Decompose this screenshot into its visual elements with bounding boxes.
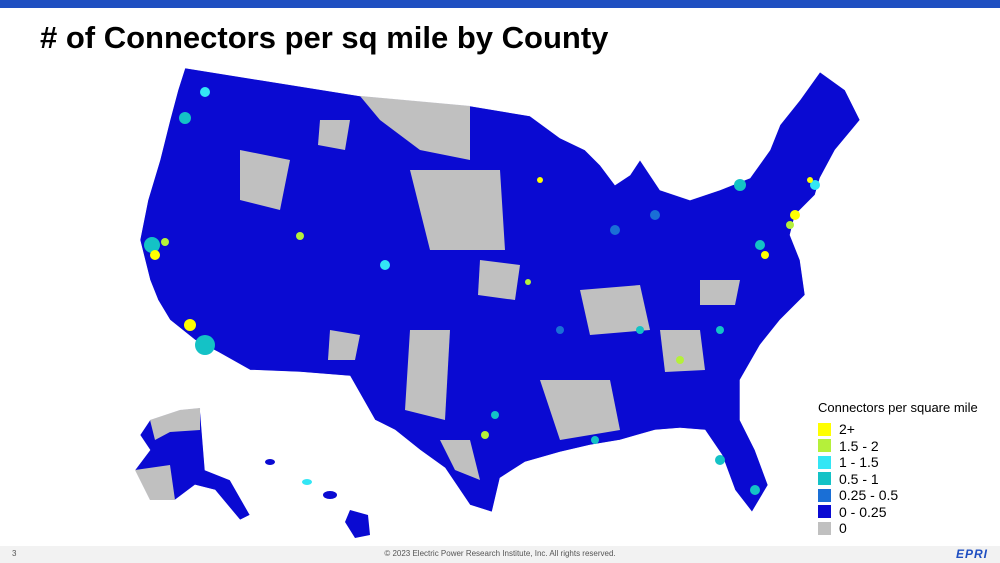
zero-region (328, 330, 360, 360)
hot-spot (676, 356, 684, 364)
page-number: 3 (12, 549, 17, 558)
legend-label: 0.5 - 1 (839, 470, 879, 487)
copyright: © 2023 Electric Power Research Institute… (384, 549, 616, 558)
hot-spot (591, 436, 599, 444)
legend-swatch (818, 521, 831, 535)
hot-spot (761, 251, 769, 259)
legend-item: 0.5 - 1 (818, 471, 978, 488)
hot-spot (755, 240, 765, 250)
legend-label: 1.5 - 2 (839, 437, 879, 454)
hot-spot (481, 431, 489, 439)
zero-region (580, 285, 650, 335)
logo: EPRI (955, 547, 988, 561)
legend-swatch (818, 422, 831, 436)
hot-spots (144, 87, 820, 495)
hot-spot (786, 221, 794, 229)
alaska-zero (150, 408, 200, 440)
legend-item: 0.25 - 0.5 (818, 487, 978, 504)
hot-spot (807, 177, 813, 183)
hot-spot (716, 326, 724, 334)
zero-regions (240, 96, 740, 480)
hot-spot (195, 335, 215, 355)
zero-region (240, 150, 290, 210)
hot-spot (525, 279, 531, 285)
zero-region (540, 380, 620, 440)
legend-swatch (818, 455, 831, 469)
legend-swatch (818, 505, 831, 519)
hot-spot (296, 232, 304, 240)
legend-label: 0.25 - 0.5 (839, 487, 899, 504)
zero-region (700, 280, 740, 305)
hawaii-island (345, 510, 370, 538)
alaska-zero (135, 465, 175, 500)
hot-spot (144, 237, 160, 253)
hot-spot (179, 112, 191, 124)
hot-spot (810, 180, 820, 190)
hot-spot (491, 411, 499, 419)
zero-region (360, 96, 470, 160)
hot-spot (650, 210, 660, 220)
hawaii-island (323, 491, 337, 499)
zero-region (318, 120, 350, 150)
hot-spot (750, 485, 760, 495)
zero-region (440, 440, 480, 480)
legend-swatch (818, 439, 831, 453)
zero-region (478, 260, 520, 300)
hot-spot (790, 210, 800, 220)
hot-spot (636, 326, 644, 334)
legend-title: Connectors per square mile (818, 400, 978, 415)
footer: 3 © 2023 Electric Power Research Institu… (0, 546, 1000, 563)
top-bar (0, 0, 1000, 8)
legend-label: 2+ (839, 421, 855, 438)
hot-spot (610, 225, 620, 235)
legend-item: 2+ (818, 421, 978, 438)
hot-spot (556, 326, 564, 334)
hot-spot (150, 250, 160, 260)
hot-spot (184, 319, 196, 331)
zero-region (405, 330, 450, 420)
hot-spot (161, 238, 169, 246)
legend-item: 0 - 0.25 (818, 504, 978, 521)
hot-spot (380, 260, 390, 270)
legend-item: 1.5 - 2 (818, 438, 978, 455)
zero-region (660, 330, 705, 372)
legend-item: 0 (818, 520, 978, 537)
hot-spot (734, 179, 746, 191)
legend-label: 1 - 1.5 (839, 454, 879, 471)
legend-swatch (818, 472, 831, 486)
hot-spot (537, 177, 543, 183)
hot-spot (715, 455, 725, 465)
hawaii-island (265, 459, 275, 465)
legend-label: 0 (839, 520, 847, 537)
legend-item: 1 - 1.5 (818, 454, 978, 471)
zero-region (410, 170, 505, 250)
slide-title: # of Connectors per sq mile by County (40, 20, 609, 55)
legend-label: 0 - 0.25 (839, 503, 887, 520)
hot-spot (200, 87, 210, 97)
legend-swatch (818, 488, 831, 502)
hawaii-island (302, 479, 312, 485)
hawaii (265, 459, 370, 538)
